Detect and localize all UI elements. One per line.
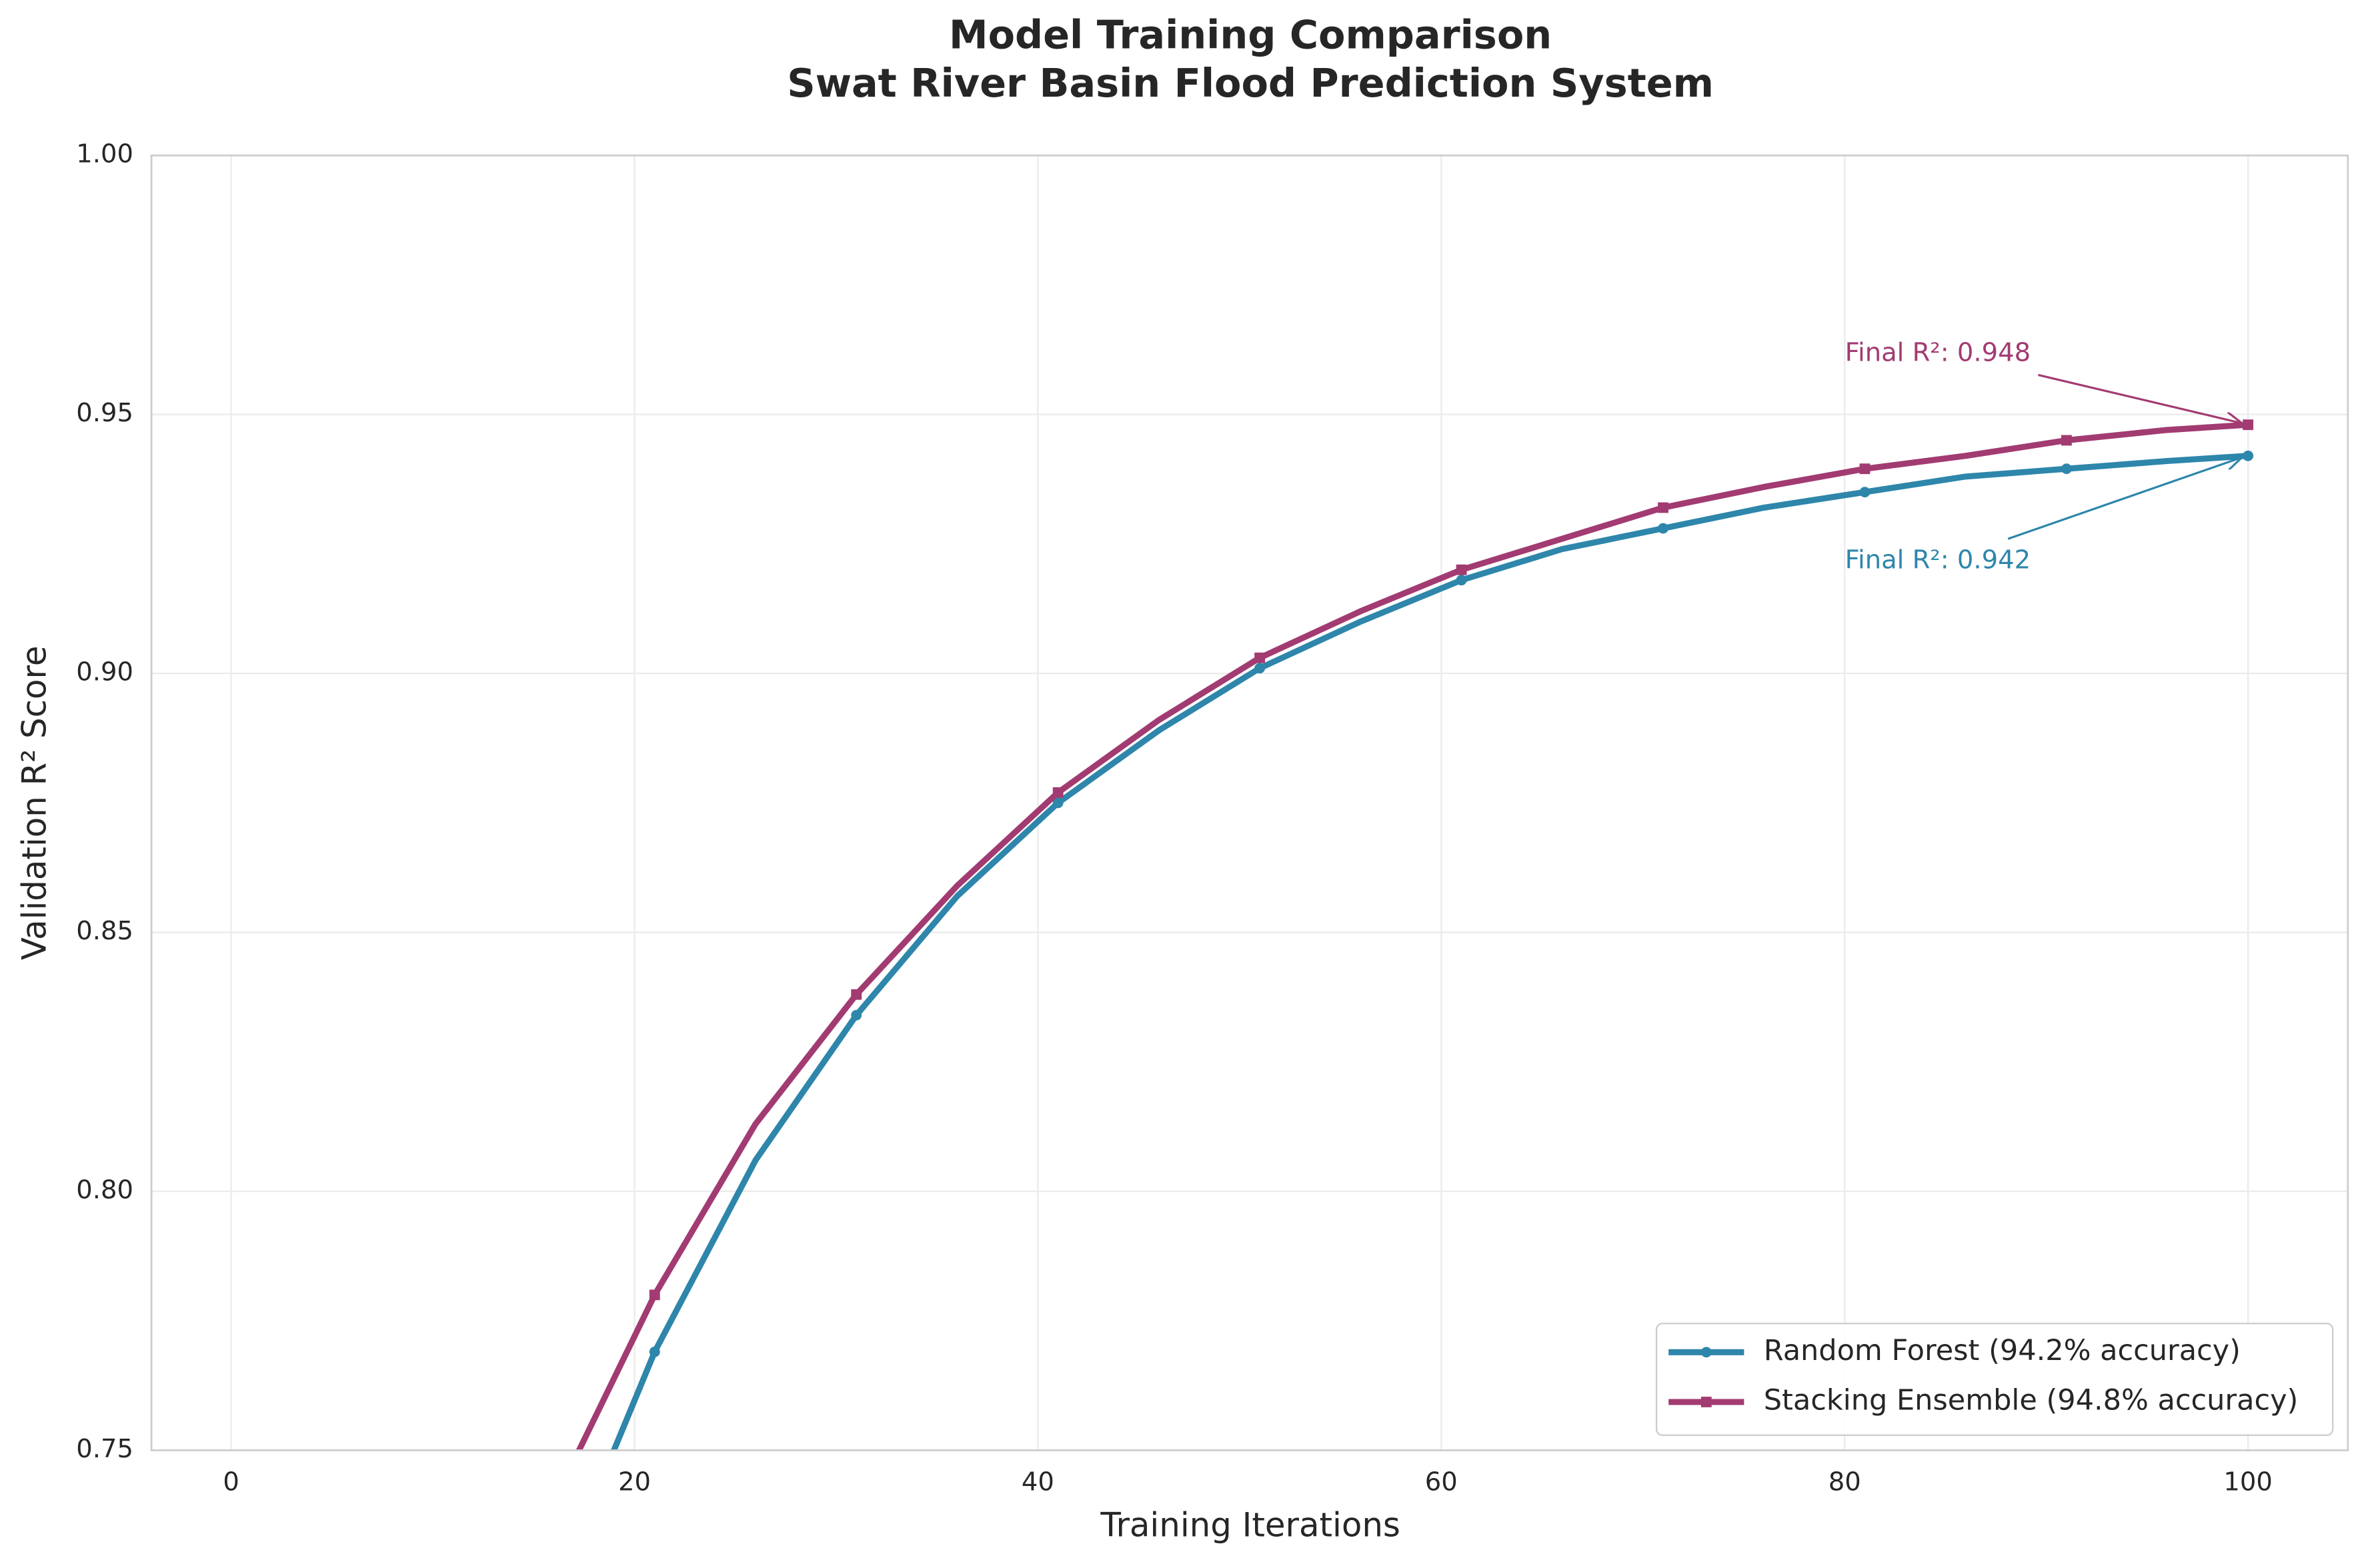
legend-label: Random Forest (94.2% accuracy): [1764, 1334, 2241, 1367]
marker: [851, 989, 862, 1000]
y-tick-label: 0.85: [76, 916, 133, 946]
x-tick-label: 100: [2223, 1467, 2272, 1497]
marker: [1052, 787, 1064, 798]
marker: [1859, 487, 1871, 498]
marker: [1052, 797, 1064, 809]
legend-label: Stacking Ensemble (94.8% accuracy): [1764, 1383, 2299, 1417]
marker: [1456, 575, 1467, 586]
legend-box: [1655, 1323, 2334, 1436]
y-tick-label: 0.95: [76, 398, 133, 428]
marker: [1456, 564, 1467, 575]
marker: [1658, 502, 1668, 513]
y-axis-label: Validation R² Score: [15, 645, 54, 960]
marker: [1254, 663, 1266, 674]
marker: [1254, 652, 1266, 663]
x-tick-label: 0: [223, 1467, 239, 1497]
chart-title: Model Training Comparison: [949, 12, 1552, 58]
x-tick-label: 80: [1829, 1467, 1861, 1497]
y-tick-label: 0.80: [76, 1175, 133, 1205]
x-axis-label: Training Iterations: [1100, 1505, 1400, 1544]
marker: [2061, 435, 2072, 446]
marker: [1658, 523, 1668, 534]
marker: [1859, 463, 1871, 475]
annotation-arrow: [2007, 457, 2242, 540]
chart-subtitle: Swat River Basin Flood Prediction System: [787, 60, 1714, 106]
annotation: Final R²: 0.942: [1845, 545, 2031, 575]
marker: [649, 1289, 660, 1301]
y-tick-label: 0.90: [76, 657, 133, 687]
marker: [2243, 450, 2254, 461]
marker: [2243, 419, 2254, 431]
y-tick-label: 0.75: [76, 1434, 133, 1464]
marker: [851, 1009, 862, 1021]
x-tick-label: 40: [1022, 1467, 1054, 1497]
y-tick-label: 1.00: [76, 139, 133, 169]
marker: [2061, 463, 2072, 475]
legend-marker: [1700, 1397, 1712, 1407]
annotation-arrow: [2038, 373, 2242, 423]
overlay: 0 20 40 60 80 100 0.75 0.80 0.85 0.90 0.95 1.00 Fina…: [76, 139, 2334, 1497]
x-tick-label: 20: [618, 1467, 651, 1497]
marker: [649, 1346, 660, 1357]
x-tick-label: 60: [1425, 1467, 1458, 1497]
annotation: Final R²: 0.948: [1845, 337, 2031, 367]
legend-marker: [1700, 1347, 1712, 1358]
plot-area: [575, 419, 2254, 1451]
plot-frame: [150, 154, 2349, 1451]
